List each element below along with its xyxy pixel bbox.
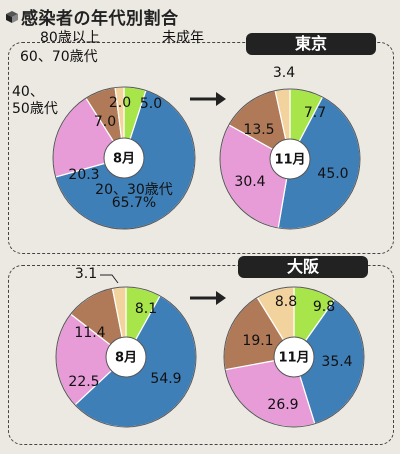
cube-icon	[6, 10, 18, 23]
panel-tag-osaka: 大阪	[238, 256, 368, 278]
pie-outline	[55, 286, 197, 428]
annotation-50: 50歳代	[12, 101, 58, 117]
data-label: 19.1	[242, 333, 273, 349]
pie-outline	[219, 88, 361, 230]
page-title: 感染者の年代別割合	[21, 9, 179, 29]
annotation-40: 40、	[12, 84, 44, 100]
panel-tokyo	[8, 42, 394, 254]
pie-center	[105, 336, 147, 378]
data-label: 22.5	[68, 374, 99, 390]
pie-center	[269, 138, 311, 180]
data-label: 7.7	[304, 105, 326, 121]
annotation-60-70: 60、70歳代	[20, 49, 98, 65]
data-label: 45.0	[317, 166, 348, 182]
data-label: 11.4	[74, 325, 105, 341]
data-label: 20.3	[68, 167, 99, 183]
pie-center-label: 11月	[274, 153, 305, 168]
data-label: 26.9	[267, 397, 298, 413]
pie-center	[103, 137, 145, 179]
data-label: 2.0	[109, 95, 131, 111]
annotation-80: 80歳以上	[40, 30, 100, 46]
data-label: 9.8	[313, 299, 335, 315]
annotation-minor: 未成年	[162, 30, 204, 46]
pie-center-label: 8月	[115, 351, 137, 366]
data-label: 8.8	[275, 294, 297, 310]
data-label: 13.5	[243, 122, 274, 138]
data-label: 8.1	[135, 301, 157, 317]
panel-tag-tokyo: 東京	[246, 33, 376, 55]
pie-center	[273, 336, 315, 378]
data-label: 3.1	[75, 266, 97, 282]
pie-center-label: 8月	[113, 152, 135, 167]
data-label: 3.4	[273, 65, 295, 81]
panel-osaka	[8, 265, 394, 445]
leader-line	[100, 274, 119, 284]
arrow-head	[216, 92, 226, 106]
pie-center-label: 11月	[278, 351, 309, 366]
data-label: 65.7%	[112, 195, 156, 211]
data-label: 35.4	[321, 354, 352, 370]
data-label: 54.9	[150, 371, 181, 387]
chart-title-row: 感染者の年代別割合	[6, 4, 179, 29]
annotation-20-30: 20、30歳代	[95, 182, 173, 198]
pie-outline	[223, 286, 365, 428]
arrow-head	[216, 291, 226, 305]
data-label: 7.0	[94, 114, 116, 130]
pie-outline	[52, 86, 196, 230]
data-label: 30.4	[234, 174, 265, 190]
data-label: 5.0	[140, 96, 162, 112]
